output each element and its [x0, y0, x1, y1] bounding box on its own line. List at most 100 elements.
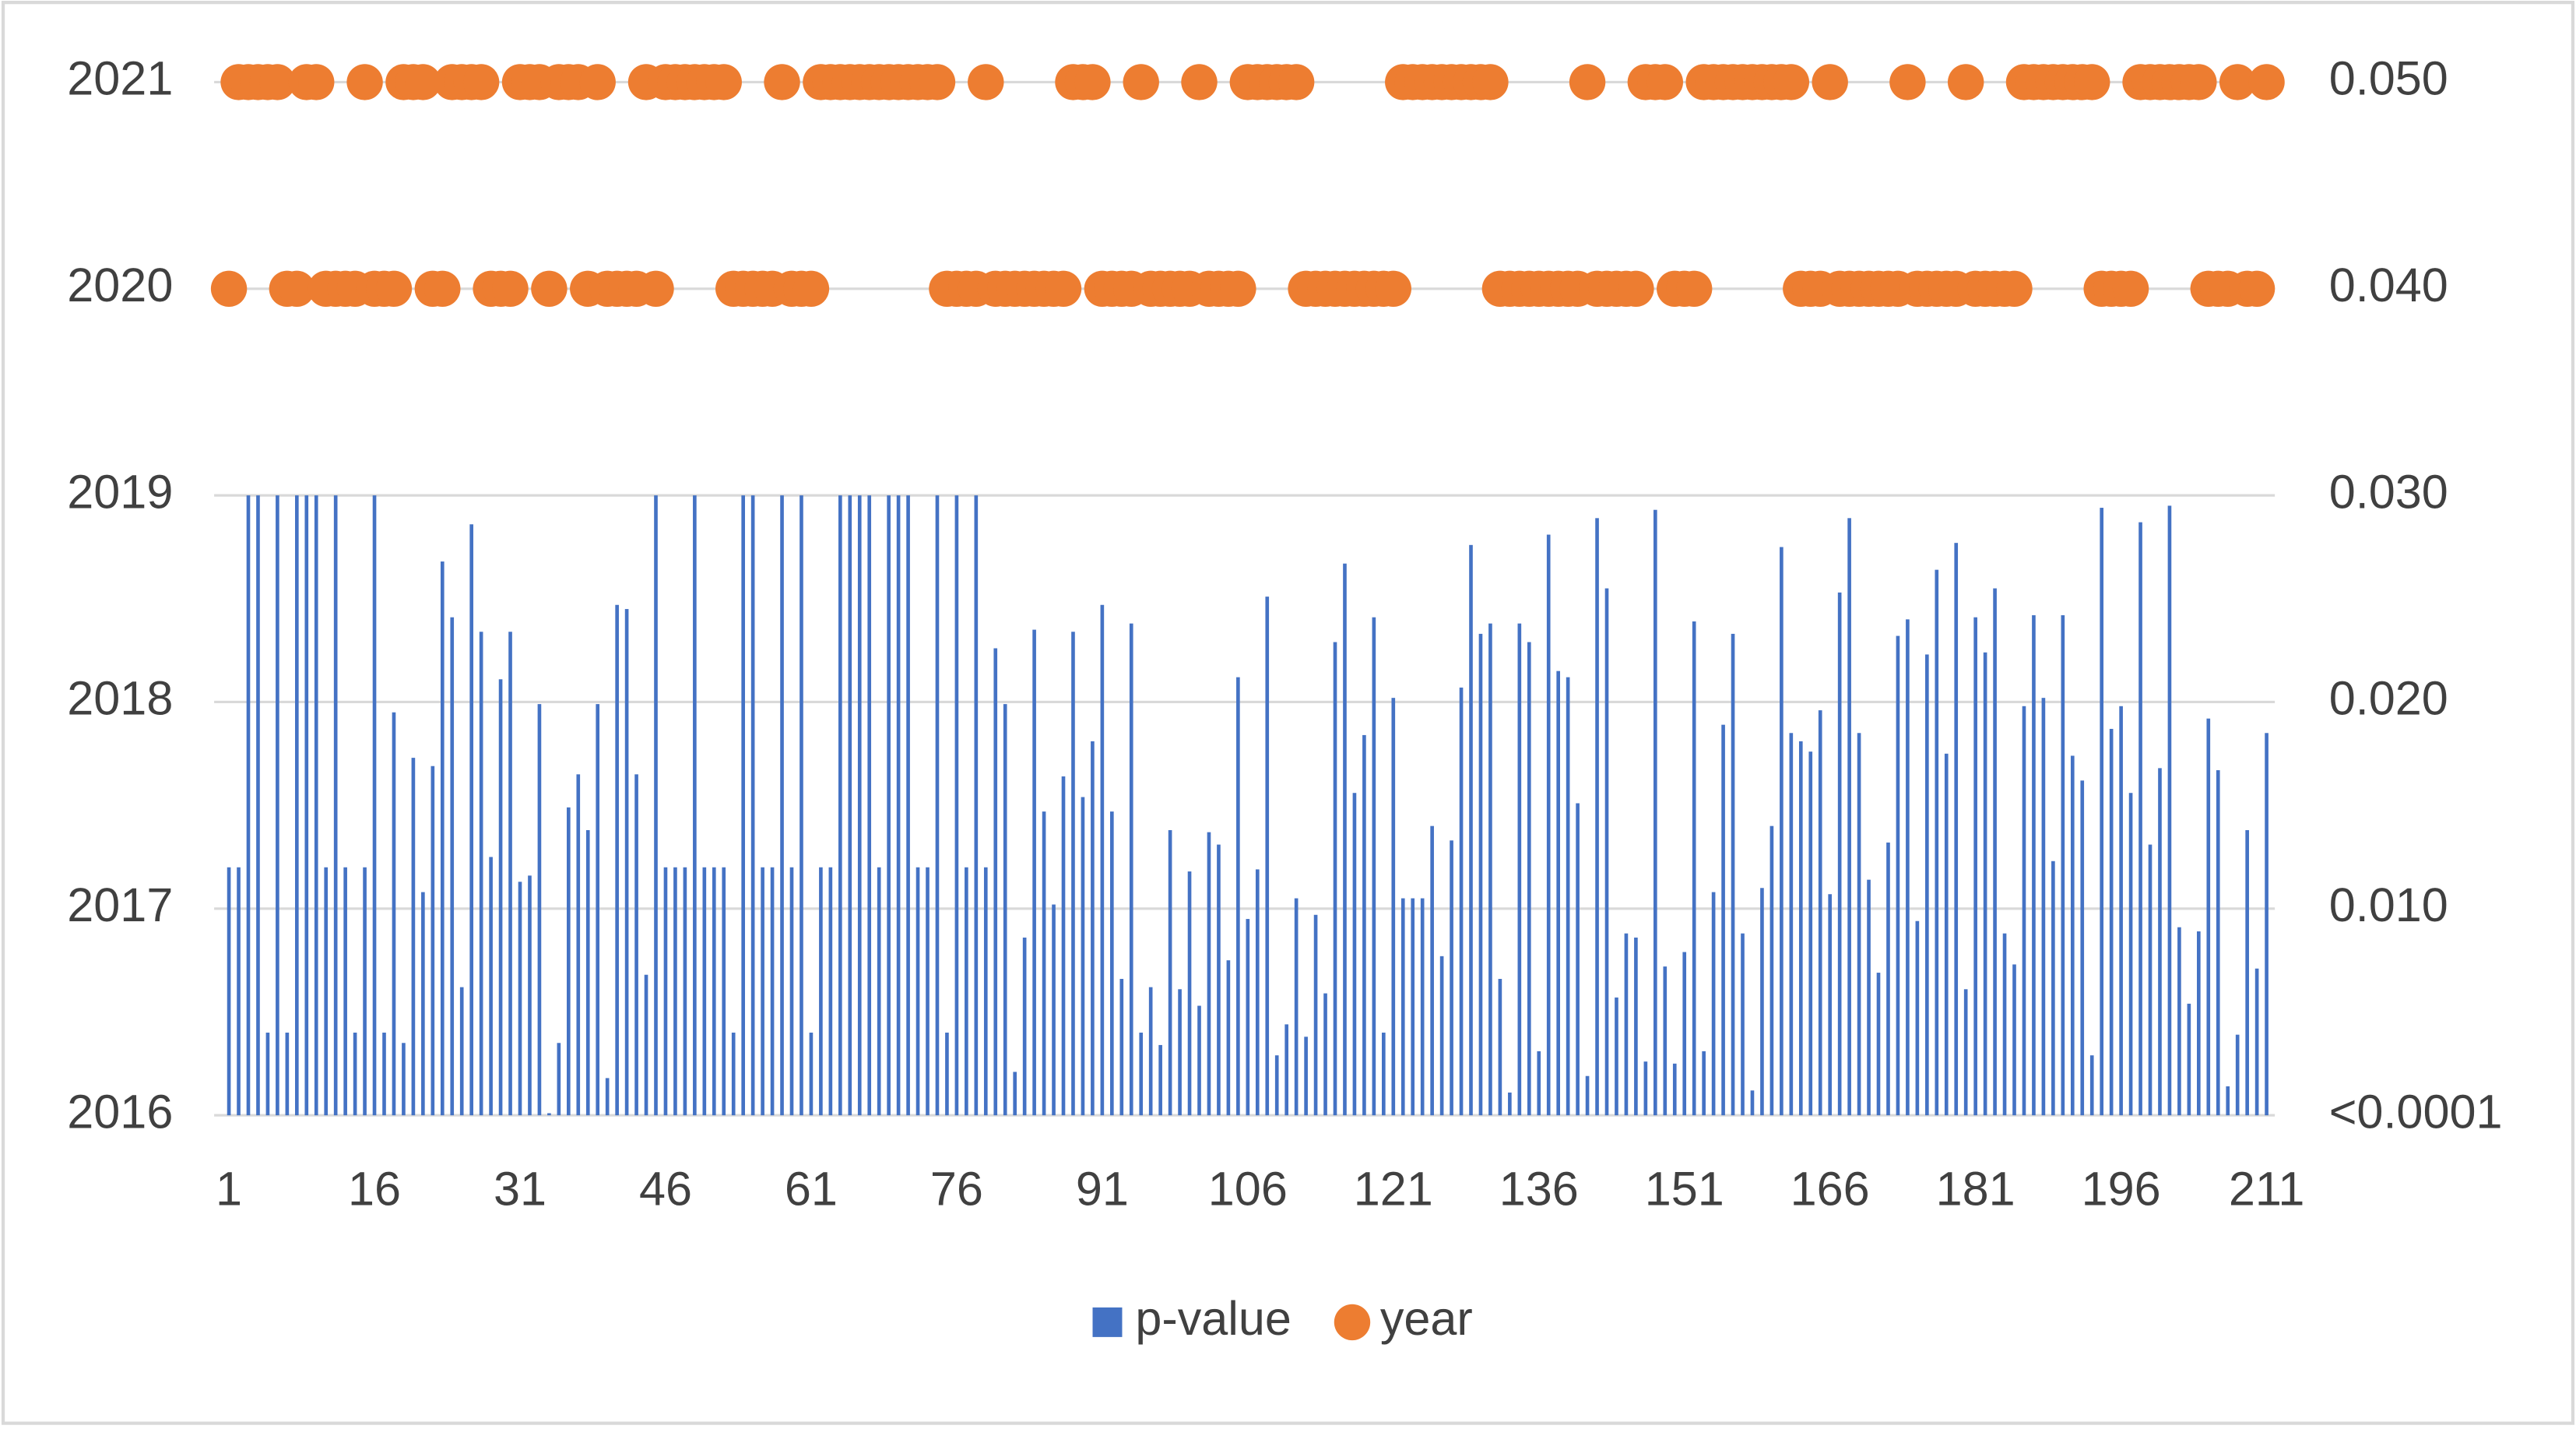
bar — [227, 867, 231, 1116]
bar — [624, 609, 629, 1116]
point — [2074, 64, 2110, 100]
bar — [800, 495, 803, 1116]
point — [1375, 270, 1411, 307]
bar — [673, 867, 677, 1116]
bar — [246, 495, 251, 1116]
point — [1889, 64, 1926, 100]
point — [705, 64, 742, 100]
bar — [770, 867, 775, 1116]
bar — [1663, 966, 1668, 1116]
point — [919, 64, 956, 100]
point — [2181, 64, 2217, 100]
point — [1569, 64, 1606, 100]
point — [1045, 270, 1082, 307]
y-tick-label: 2017 — [67, 878, 173, 931]
bar — [877, 867, 881, 1116]
bar — [780, 495, 784, 1116]
point — [424, 270, 461, 307]
point — [492, 270, 529, 307]
bar — [237, 867, 241, 1116]
bar — [1906, 619, 1910, 1116]
bar — [2041, 698, 2046, 1116]
bar — [615, 604, 619, 1116]
y-tick-label: 2019 — [67, 465, 173, 518]
bar — [1847, 518, 1851, 1116]
bar — [1110, 811, 1114, 1116]
bar — [634, 774, 638, 1116]
bar — [1148, 987, 1153, 1116]
bar — [256, 495, 260, 1116]
bar — [1119, 979, 1124, 1116]
bar — [1498, 979, 1502, 1116]
legend-swatch — [1334, 1304, 1371, 1341]
bar — [1430, 825, 1434, 1116]
y2-tick-label: 0.020 — [2329, 672, 2448, 725]
bar — [722, 867, 726, 1116]
x-tick-label: 166 — [1791, 1162, 1870, 1215]
point — [462, 64, 500, 100]
x-tick-label: 106 — [1208, 1162, 1288, 1215]
bar — [1867, 879, 1871, 1116]
bar — [1886, 842, 1890, 1116]
bar — [2187, 1003, 2191, 1116]
bar — [974, 495, 979, 1116]
point — [531, 270, 568, 307]
axes: 2016 2017 2018 2019 2020 2021 <0.0001 0.010 0.02… — [67, 52, 2502, 1216]
x-tick-label: 46 — [639, 1162, 692, 1215]
bar — [712, 867, 716, 1116]
bar — [926, 867, 930, 1116]
bar — [431, 766, 435, 1116]
point — [1220, 270, 1256, 307]
bar — [1546, 534, 1551, 1116]
bar — [2061, 615, 2065, 1116]
bar — [2128, 793, 2133, 1116]
bar — [1672, 1063, 1677, 1116]
point — [792, 270, 830, 307]
x-tick-label: 91 — [1076, 1162, 1129, 1215]
bar — [2100, 508, 2104, 1116]
bar — [1837, 592, 1842, 1116]
bar — [1052, 904, 1056, 1116]
bar — [2158, 768, 2162, 1116]
bar — [1187, 871, 1192, 1116]
bar — [965, 867, 968, 1116]
bar — [935, 495, 940, 1116]
bar — [1711, 892, 1716, 1116]
y-tick-label: 2016 — [67, 1085, 173, 1138]
bar — [1459, 687, 1464, 1116]
y2-tick-label: 0.030 — [2329, 465, 2448, 518]
x-tick-label: 136 — [1499, 1162, 1579, 1215]
bar — [324, 867, 329, 1116]
point — [579, 64, 616, 100]
bar — [1769, 825, 1774, 1116]
bar — [1158, 1044, 1162, 1116]
x-tick-label: 196 — [2082, 1162, 2161, 1215]
bar — [741, 495, 745, 1116]
x-tick-label: 151 — [1645, 1162, 1724, 1215]
bar — [654, 495, 658, 1116]
bar — [945, 1033, 949, 1116]
bar — [887, 495, 891, 1116]
bar — [314, 495, 318, 1116]
point — [2112, 270, 2149, 307]
bar — [1915, 920, 1920, 1116]
point — [2219, 64, 2256, 100]
bar — [1973, 617, 1977, 1116]
bar — [1450, 840, 1453, 1116]
bar — [518, 882, 522, 1116]
legend-swatch — [1092, 1307, 1123, 1337]
bar — [828, 867, 833, 1116]
point — [1618, 270, 1654, 307]
y2-tick-label: 0.050 — [2329, 52, 2448, 105]
bar — [1323, 993, 1327, 1116]
bar — [1963, 989, 1968, 1116]
bar — [382, 1033, 386, 1116]
plot — [210, 64, 2285, 1116]
bar — [567, 807, 571, 1116]
y-tick-label: 2020 — [67, 259, 173, 311]
point — [298, 64, 335, 100]
bar — [1352, 793, 1357, 1116]
bar — [1983, 652, 1987, 1116]
bar — [1896, 635, 1900, 1116]
